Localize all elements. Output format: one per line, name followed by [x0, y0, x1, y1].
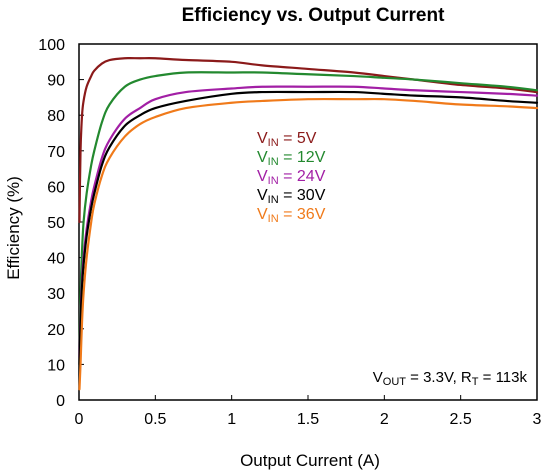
x-tick-label: 2.5: [450, 411, 472, 428]
legend-value: = 36V: [279, 206, 326, 223]
legend-symbol: V: [257, 206, 268, 223]
y-axis-label: Efficiency (%): [4, 176, 23, 280]
legend-subscript: IN: [268, 194, 279, 206]
y-tick-label: 70: [47, 144, 65, 161]
x-tick-label: 0: [75, 411, 84, 428]
legend-symbol: V: [257, 130, 268, 147]
legend-value: = 30V: [279, 187, 326, 204]
legend-entry-1: VIN = 5V: [257, 130, 317, 149]
legend-subscript: IN: [268, 156, 279, 168]
annotation-vout-symbol: V: [373, 369, 383, 386]
y-tick-label: 30: [47, 286, 65, 303]
y-tick-label: 80: [47, 108, 65, 125]
annotation-rt-rest: = 113k: [478, 369, 527, 386]
annotation-vout-rest: = 3.3V, R: [406, 369, 472, 386]
series-lines: [78, 57, 539, 391]
y-tick-label: 90: [47, 73, 65, 90]
legend-symbol: V: [257, 168, 268, 185]
series-line-5: [78, 97, 539, 391]
x-tick-label: 0.5: [144, 411, 166, 428]
legend-entry-4: VIN = 30V: [257, 187, 326, 206]
legend-entry-3: VIN = 24V: [257, 168, 326, 187]
legend-entry-2: VIN = 12V: [257, 149, 326, 168]
y-tick-label: 60: [47, 179, 65, 196]
legend-subscript: IN: [268, 137, 279, 149]
y-tick-label: 20: [47, 322, 65, 339]
legend-subscript: IN: [268, 213, 279, 225]
annotation-vout-rt: VOUT = 3.3V, RT = 113k: [373, 369, 528, 388]
legend-entry-5: VIN = 36V: [257, 206, 326, 225]
legend-symbol: V: [257, 149, 268, 166]
y-tick-label: 40: [47, 251, 65, 268]
legend-value: = 24V: [279, 168, 326, 185]
series-line-4: [78, 90, 539, 366]
annotation-rt-subscript: T: [472, 376, 479, 388]
annotation-vout-subscript: OUT: [383, 376, 407, 388]
y-tick-label: 50: [47, 215, 65, 232]
x-tick-label: 3: [533, 411, 542, 428]
y-tick-label: 0: [56, 393, 65, 410]
series-line-2: [78, 71, 539, 348]
x-axis-label: Output Current (A): [240, 451, 380, 470]
legend-value: = 5V: [279, 130, 317, 147]
x-tick-label: 1: [227, 411, 236, 428]
legend-value: = 12V: [279, 149, 326, 166]
y-tick-label: 100: [38, 37, 65, 54]
x-tick-label: 2: [380, 411, 389, 428]
y-tick-label: 10: [47, 357, 65, 374]
legend-symbol: V: [257, 187, 268, 204]
x-tick-label: 1.5: [297, 411, 319, 428]
chart-title: Efficiency vs. Output Current: [182, 5, 446, 26]
legend-subscript: IN: [268, 175, 279, 187]
